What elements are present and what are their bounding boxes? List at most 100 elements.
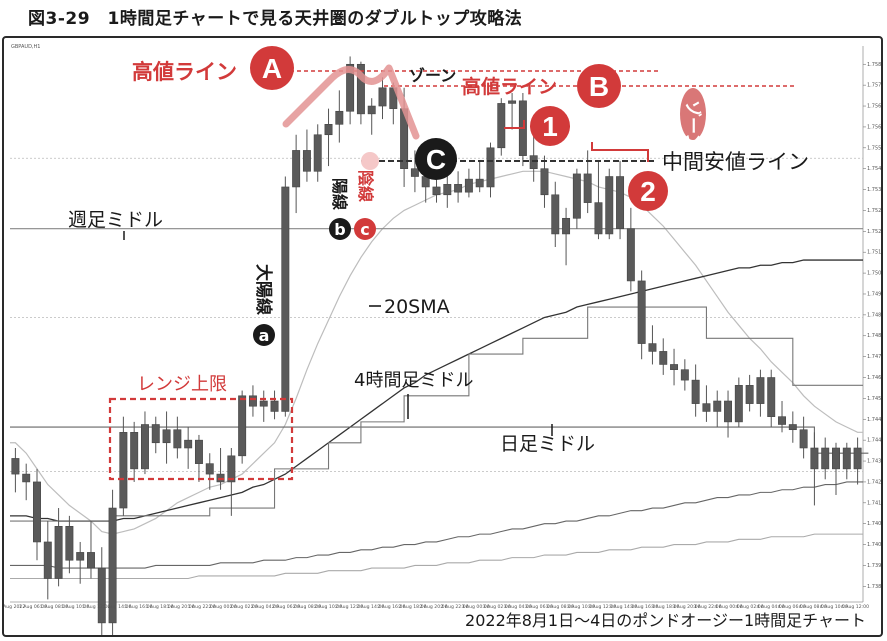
x-tick-label: 4 Aug 06:00 <box>778 604 806 610</box>
y-tick-label: 1.74890 <box>867 312 881 318</box>
candles <box>11 56 862 635</box>
candle-down <box>832 447 840 470</box>
y-tick-label: 1.74170 <box>867 500 881 506</box>
candle-up <box>313 134 322 172</box>
candle-up <box>227 455 236 483</box>
candle-up <box>486 147 495 188</box>
y-tick-label: 1.74090 <box>867 521 881 527</box>
candle-up <box>378 87 387 107</box>
y-tick-label: 1.75130 <box>867 250 881 256</box>
y-tick-label: 1.74650 <box>867 375 881 381</box>
candle-down <box>810 447 819 470</box>
candle-up <box>713 400 722 412</box>
x-tick-label: 3 Aug 06:00 <box>525 604 553 610</box>
candle-down <box>432 186 441 196</box>
x-tick-label: 2 Aug 14:00 <box>356 604 384 610</box>
circle-2-marker <box>628 171 668 211</box>
label-inkou: 陰線 <box>356 170 375 202</box>
candle-down <box>778 416 786 425</box>
y-tick-label: 1.74490 <box>867 417 881 423</box>
x-tick-label: 2 Aug 04:00 <box>251 604 279 610</box>
circle-a-marker <box>250 46 294 90</box>
candle-up <box>443 184 452 196</box>
candle-down <box>648 343 657 352</box>
y-tick-label: 1.74250 <box>867 479 881 485</box>
candle-up <box>238 395 247 457</box>
candle-down <box>702 403 711 412</box>
candle-up <box>76 552 85 561</box>
y-tick-label: 1.75530 <box>867 145 881 151</box>
line-ma-mid <box>10 259 863 522</box>
label-takane-b: 高値ライン <box>462 75 557 98</box>
x-tick-label: 3 Aug 16:00 <box>630 604 658 610</box>
candle-down <box>65 526 74 561</box>
x-tick-label: 4 Aug 08:00 <box>799 604 827 610</box>
line-daily-mid <box>10 426 869 454</box>
candle-up <box>54 526 63 579</box>
candle-down <box>594 202 603 235</box>
y-tick-label: 1.75290 <box>867 208 881 214</box>
label-youkou: 陽線 <box>330 178 349 210</box>
candle-down <box>205 463 214 475</box>
candle-down <box>33 481 41 543</box>
x-tick-label: 2 Aug 00:00 <box>209 604 237 610</box>
candle-down <box>97 567 106 624</box>
y-tick-label: 1.74810 <box>867 333 881 339</box>
chart-caption: 2022年8月1日～4日のポンドオージー1時間足チャート <box>465 611 866 630</box>
x-tick-label: 2 Aug 08:00 <box>293 604 321 610</box>
circle-b-small <box>329 218 351 240</box>
y-tick-label: 1.75450 <box>867 166 881 172</box>
candle-down <box>302 150 311 172</box>
axes: 1.75850 1.75770 1.75690 1.75610 1.75530 1.754… <box>4 62 881 610</box>
letter-b-text: B <box>589 71 609 102</box>
y-tick-label: 1.75210 <box>867 229 881 235</box>
candle-up <box>346 63 355 112</box>
x-tick-label: 3 Aug 10:00 <box>567 604 595 610</box>
num-2-text: 2 <box>640 176 656 207</box>
candle-up <box>162 429 171 444</box>
circ-a-text: a <box>259 326 270 345</box>
letter-a-text: A <box>262 53 282 84</box>
letter-c-text: C <box>426 144 446 175</box>
candle-up <box>367 105 376 115</box>
x-tick-label: 4 Aug 12:00 <box>841 604 869 610</box>
x-tick-label: 3 Aug 04:00 <box>504 604 532 610</box>
candle-up <box>324 124 333 136</box>
x-tick-label: 4 Aug 02:00 <box>736 604 764 610</box>
bracket-nakayasu <box>591 142 649 162</box>
candle-up <box>572 173 581 219</box>
candle-down <box>11 458 20 475</box>
x-tick-label: 1 Aug 22:00 <box>188 604 216 610</box>
x-tick-label: 2 Aug 22:00 <box>441 604 469 610</box>
label-h4-midoru: 4時間足ミドル <box>354 370 473 391</box>
y-tick-label: 1.75690 <box>867 104 881 110</box>
x-tick-label: 2 Aug 16:00 <box>377 604 405 610</box>
x-tick-label: 1 Aug 14:00 <box>103 604 131 610</box>
y-tick-label: 1.73930 <box>867 563 881 569</box>
candle-up <box>734 385 743 423</box>
x-tick-label: 3 Aug 18:00 <box>651 604 679 610</box>
range-box <box>108 397 294 481</box>
num-1-text: 1 <box>542 111 558 142</box>
circ-b-text: b <box>334 220 345 239</box>
candle-down <box>637 280 646 344</box>
label-takane-a: 高値ライン <box>132 60 237 84</box>
x-tick-label: 1 Aug 06:00 <box>19 604 47 610</box>
x-tick-label: 3 Aug 12:00 <box>588 604 616 610</box>
label-nakayasu: 中間安値ライン <box>662 150 809 174</box>
candle-up <box>292 150 301 188</box>
candle-up <box>497 103 506 149</box>
x-tick-label: 1 Aug 16:00 <box>124 604 152 610</box>
label-zone-2: ゾーン <box>682 100 702 150</box>
label-range-top: レンジ上限 <box>137 374 227 395</box>
y-tick-label: 1.74970 <box>867 291 881 297</box>
x-tick-label: 3 Aug 22:00 <box>693 604 721 610</box>
candle-down <box>194 439 203 464</box>
candle-down <box>248 395 257 407</box>
y-tick-label: 1.75370 <box>867 187 881 193</box>
candle-down <box>130 432 139 470</box>
x-tick-label: 1 Aug 18:00 <box>145 604 173 610</box>
candle-down <box>454 184 463 193</box>
candle-down <box>43 541 52 579</box>
x-tick-label: 3 Aug 08:00 <box>546 604 574 610</box>
